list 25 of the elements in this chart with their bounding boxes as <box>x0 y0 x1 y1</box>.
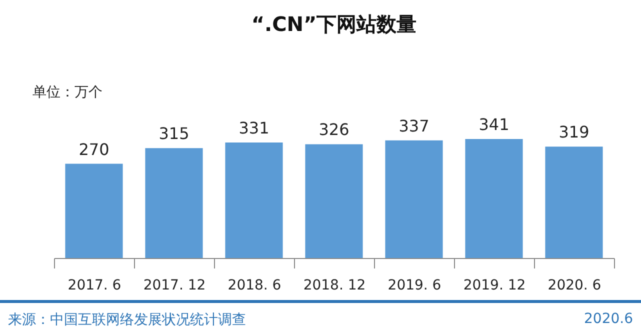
x-tick-label: 2017. 12 <box>143 278 206 294</box>
x-tick-label: 2017. 6 <box>68 278 122 294</box>
text: 2020.6 <box>584 311 633 327</box>
data-label: 319 <box>558 122 590 142</box>
data-label: 331 <box>238 118 270 138</box>
y-axis-title: 单位：万个 <box>32 84 102 100</box>
bar <box>65 164 123 258</box>
bar <box>385 140 443 258</box>
data-label: 326 <box>318 120 350 140</box>
bar <box>305 144 363 258</box>
data-label: 270 <box>78 140 110 159</box>
x-tick-label: 2019. 6 <box>388 278 442 294</box>
chart-title: “.CN”下网站数量 <box>251 12 417 36</box>
source-note: 来源：中国互联网络发展状况统计调查 <box>8 311 246 329</box>
data-label: 315 <box>158 124 190 144</box>
bar <box>225 142 283 258</box>
x-tick-label: 2020. 6 <box>548 278 602 294</box>
x-tick-label: 2018. 6 <box>228 278 282 294</box>
bar <box>465 139 523 258</box>
bar <box>545 146 603 258</box>
data-label: 341 <box>478 115 510 134</box>
x-tick-label: 2019. 12 <box>463 278 526 294</box>
data-label: 337 <box>398 116 430 136</box>
x-tick-label: 2018. 12 <box>303 278 366 294</box>
bar <box>145 148 203 258</box>
